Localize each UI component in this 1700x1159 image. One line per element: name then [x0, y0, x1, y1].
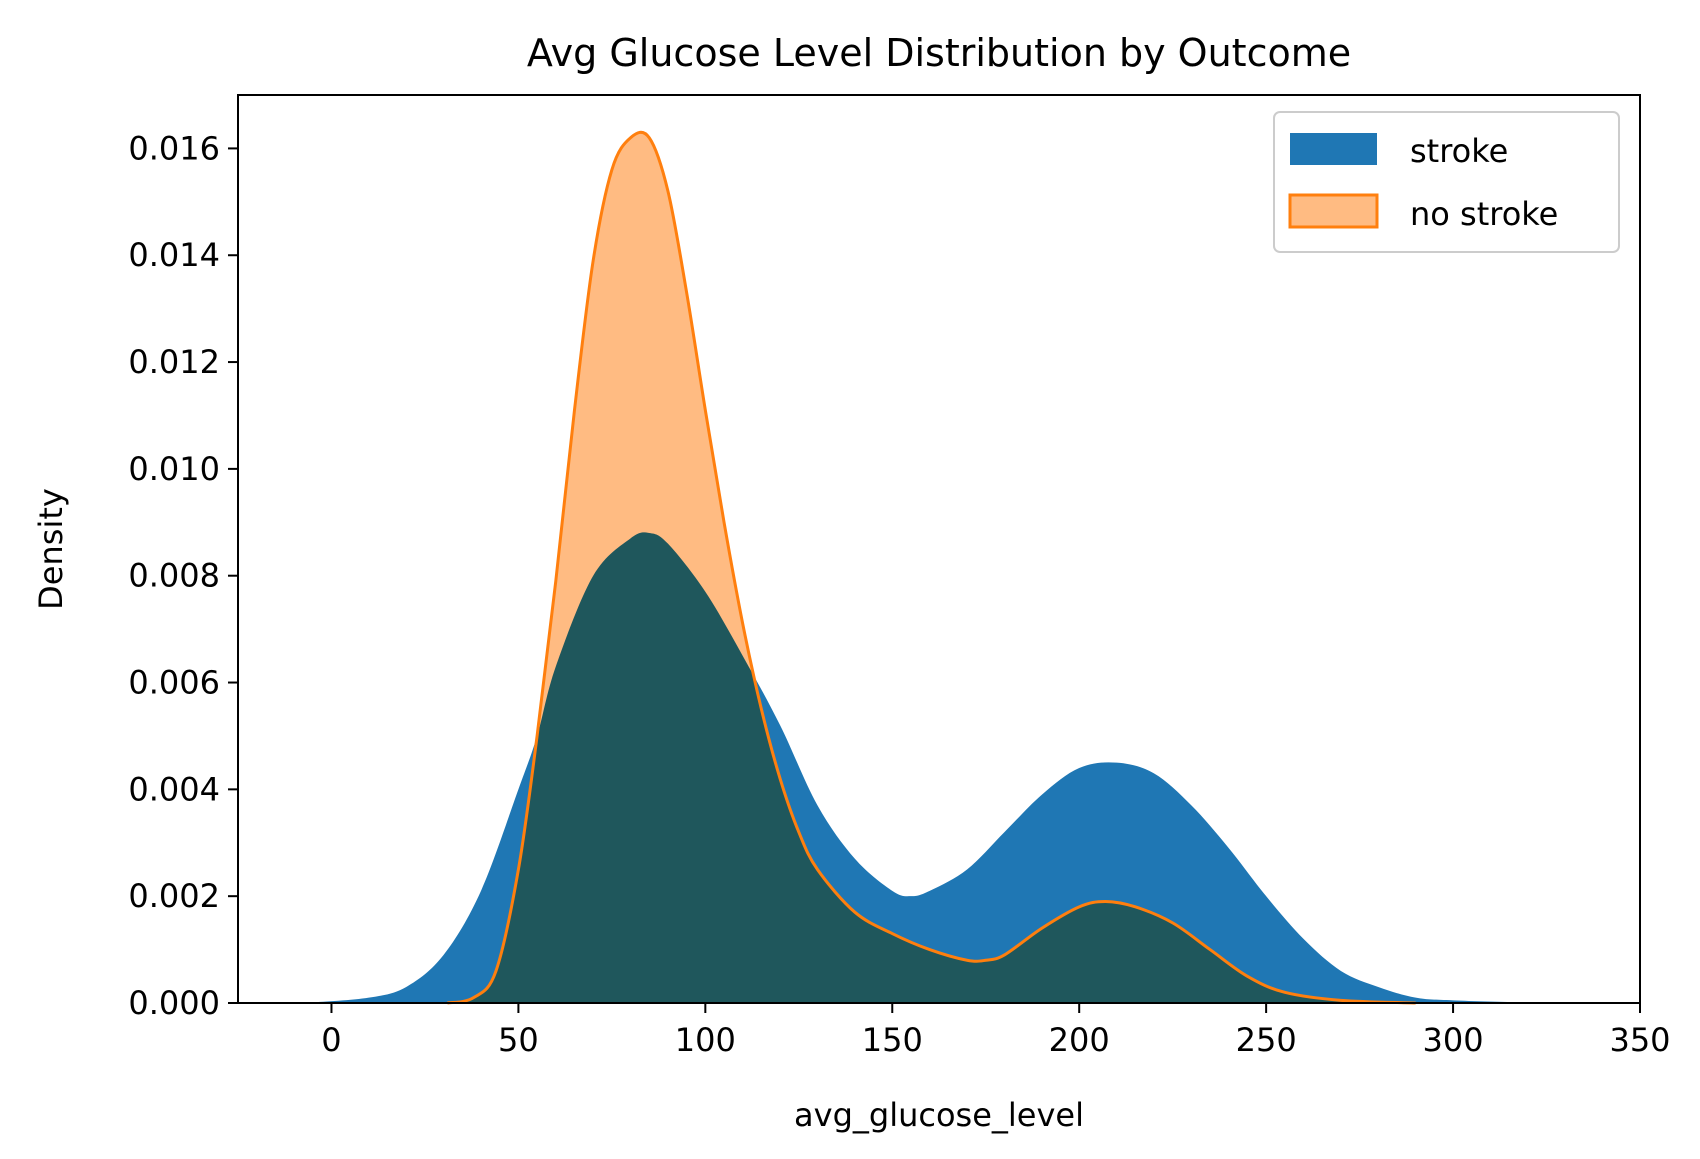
x-tick-label: 350	[1609, 1021, 1670, 1059]
x-tick-label: 200	[1049, 1021, 1110, 1059]
x-tick-label: 100	[675, 1021, 736, 1059]
legend-swatch-no-stroke	[1288, 193, 1379, 229]
plot-frame	[237, 94, 1641, 1004]
y-tick-label: 0.016	[128, 129, 220, 167]
y-tick-label: 0.004	[128, 770, 220, 808]
density-area-no-stroke	[447, 132, 1416, 1003]
y-tick-label: 0.008	[128, 557, 220, 595]
y-tick-label: 0.014	[128, 236, 220, 274]
y-tick-label: 0.012	[128, 343, 220, 381]
density-line-no-stroke	[447, 130, 1416, 1005]
legend-swatch-stroke	[1290, 133, 1377, 165]
x-tick-label: 50	[498, 1021, 539, 1059]
x-axis-label: avg_glucose_level	[794, 1096, 1084, 1134]
series-layer	[312, 130, 1577, 1005]
legend-label-stroke: stroke	[1410, 132, 1508, 170]
x-axis: 0 50 100 150 200 250 300 350	[321, 1003, 1671, 1059]
y-tick-label: 0.006	[128, 664, 220, 702]
y-axis: 0.000 0.002 0.004 0.006 0.008 0.010 0.012 0.014…	[128, 129, 238, 1022]
chart-title: Avg Glucose Level Distribution by Outcom…	[527, 31, 1351, 75]
y-tick-label: 0.000	[128, 984, 220, 1022]
y-tick-label: 0.010	[128, 450, 220, 488]
density-area-stroke	[312, 532, 1577, 1003]
y-axis-label: Density	[32, 488, 70, 610]
legend-label-no-stroke: no stroke	[1410, 195, 1558, 233]
x-tick-label: 250	[1236, 1021, 1297, 1059]
x-tick-label: 0	[321, 1021, 341, 1059]
legend: stroke no stroke	[1273, 111, 1620, 253]
x-tick-label: 300	[1423, 1021, 1484, 1059]
y-tick-label: 0.002	[128, 877, 220, 915]
x-tick-label: 150	[862, 1021, 923, 1059]
